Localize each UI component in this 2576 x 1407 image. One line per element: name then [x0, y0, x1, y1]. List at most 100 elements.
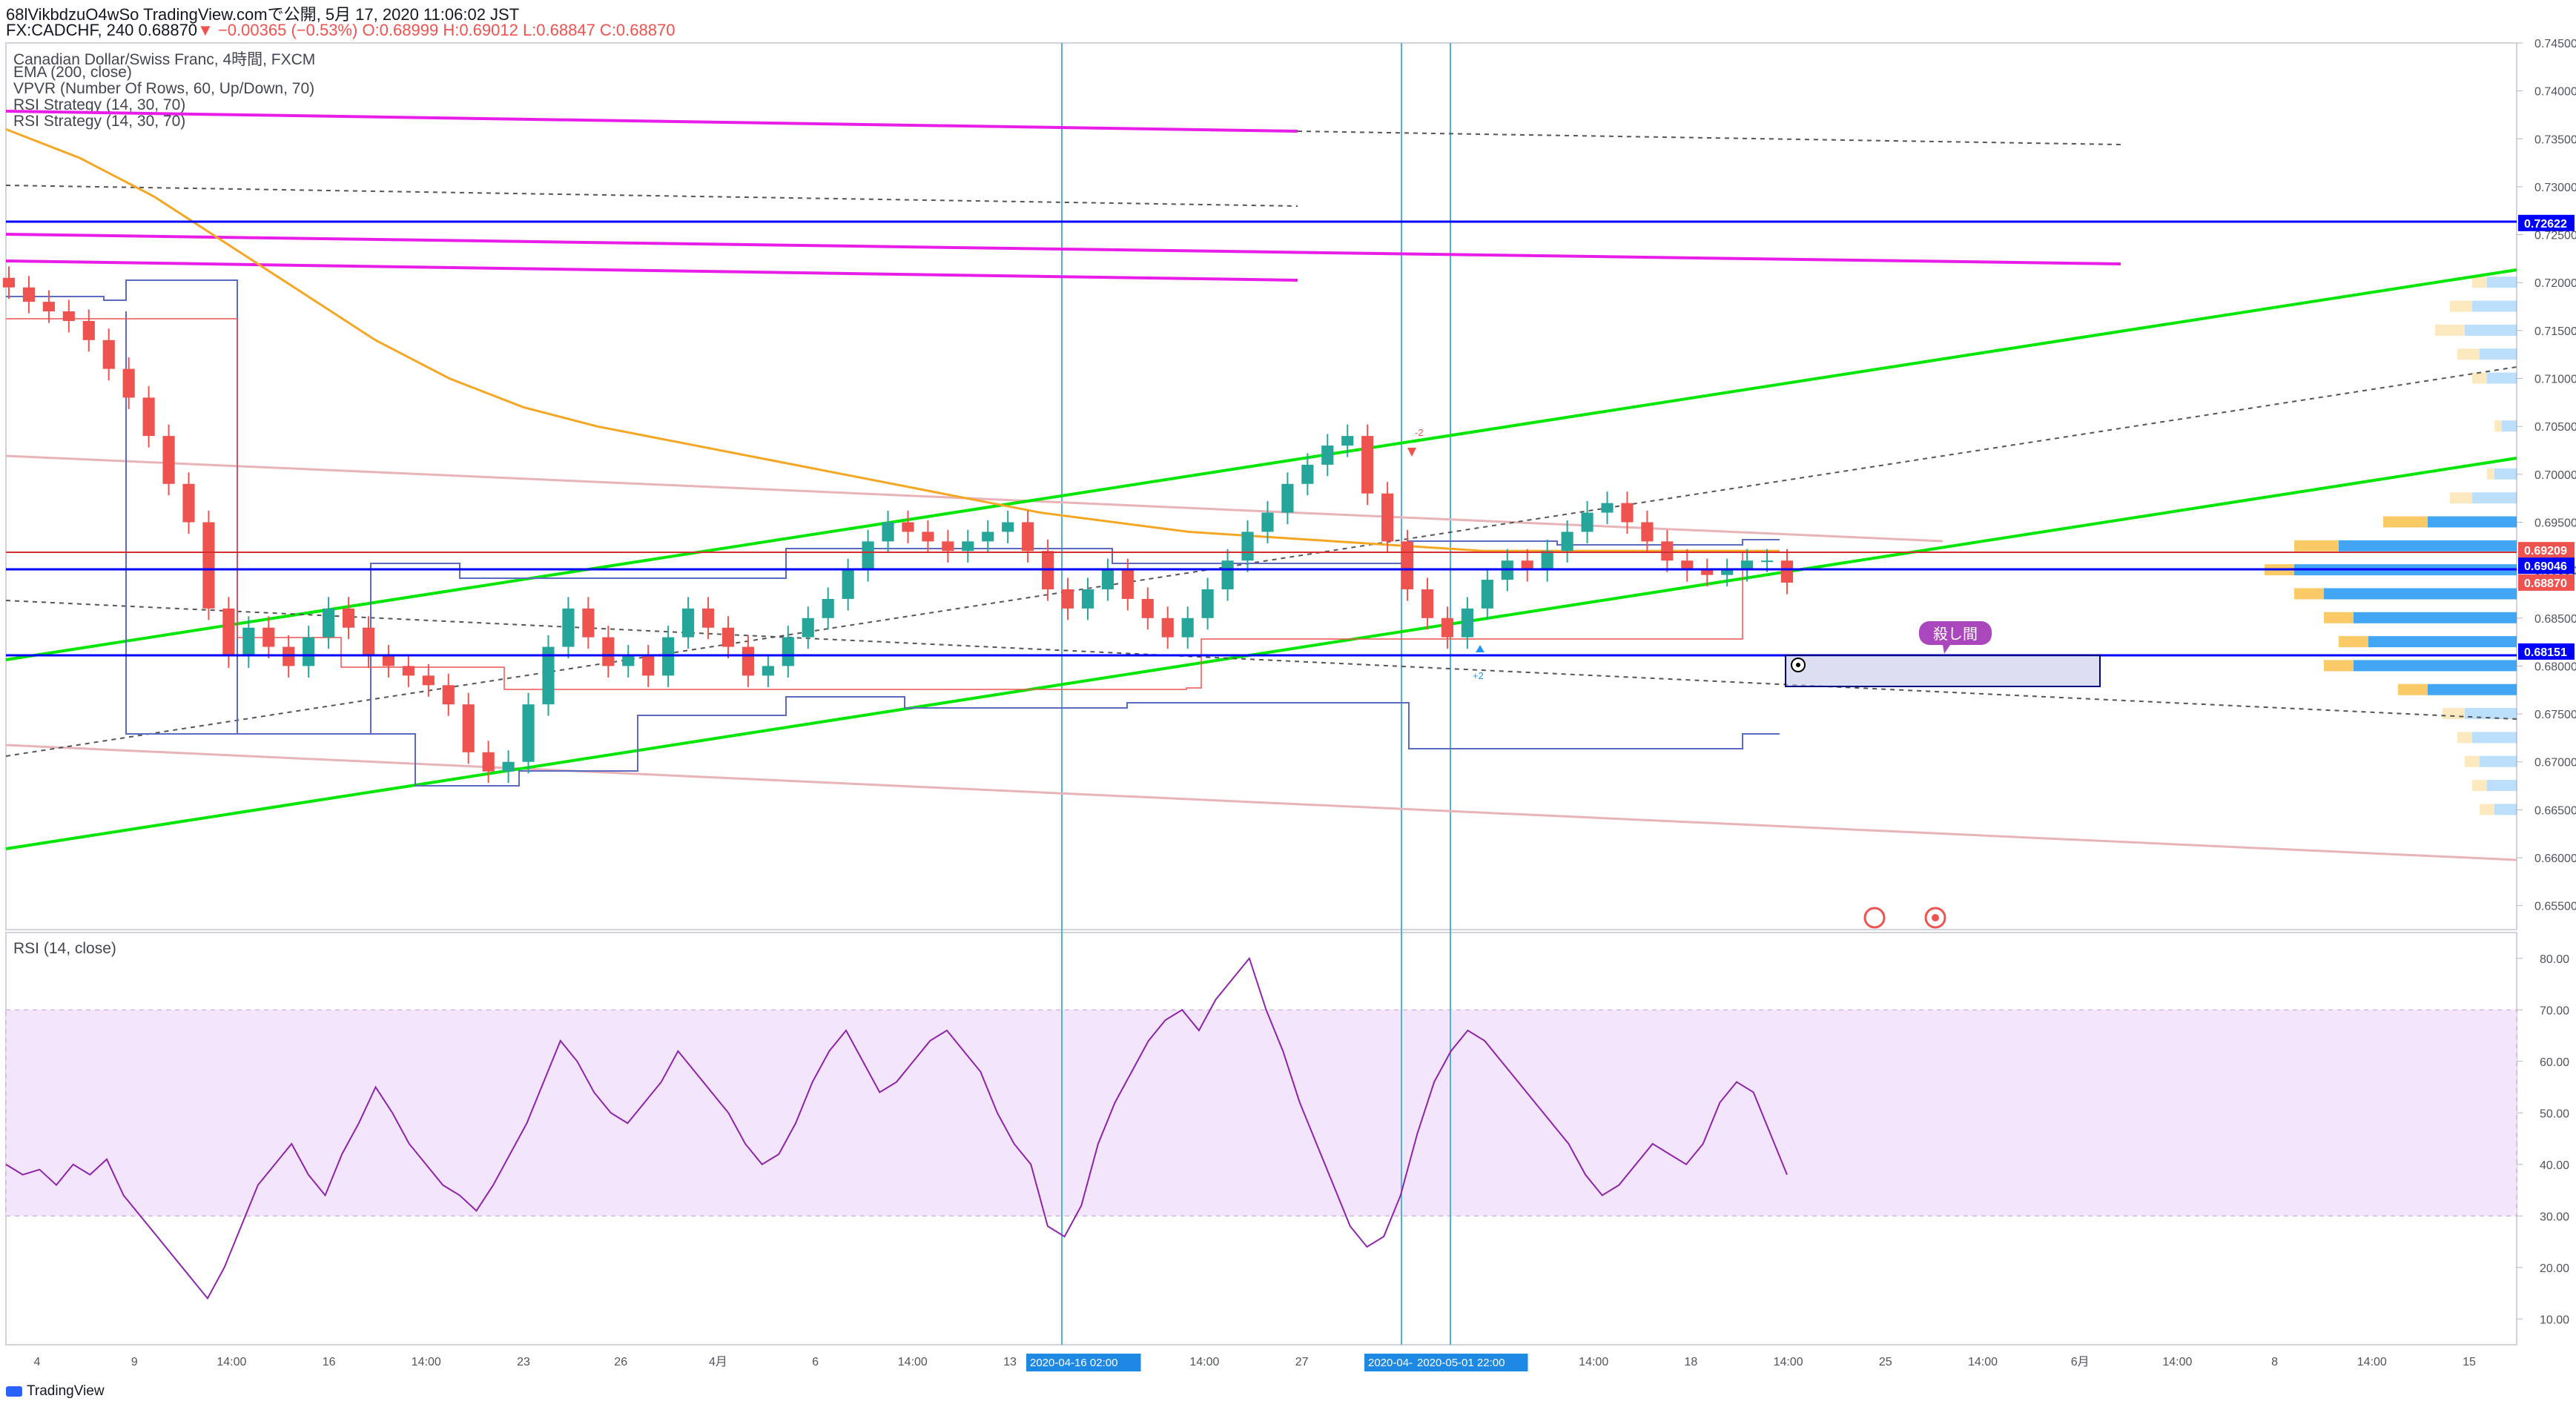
- candle-body: [323, 608, 335, 638]
- rsi-tick-label: 20.00: [2540, 1262, 2569, 1275]
- time-tick-label: 6月: [2071, 1356, 2090, 1368]
- price-label-box: [2518, 557, 2575, 575]
- price-label-box: [2518, 574, 2575, 591]
- volume-profile: [2265, 277, 2517, 815]
- candle-body: [22, 287, 36, 302]
- candle-body: [1481, 580, 1493, 609]
- candle-body: [242, 627, 255, 657]
- price-label-text: 0.68870: [2524, 577, 2567, 590]
- candle-body: [1321, 446, 1334, 465]
- signal-top-label: -2: [1415, 427, 1424, 438]
- time-tick-label: 8: [2271, 1356, 2278, 1368]
- candle-body: [283, 646, 295, 666]
- candle-body: [1521, 560, 1533, 571]
- candle-body: [202, 522, 215, 609]
- candle-body: [1341, 436, 1354, 446]
- volume-bar-down: [2294, 588, 2324, 600]
- volume-bar-up: [2480, 348, 2517, 360]
- candle-body: [342, 608, 355, 628]
- candle-body: [303, 637, 315, 666]
- footer[interactable]: TradingView: [6, 1383, 105, 1400]
- volume-bar-down: [2480, 804, 2494, 815]
- volume-bar-up: [2480, 755, 2517, 767]
- candle-body: [902, 522, 914, 532]
- candle-body: [1401, 541, 1414, 589]
- tradingview-logo-icon: [6, 1386, 22, 1397]
- volume-bar-up: [2368, 636, 2517, 648]
- green-channel-lower: [5, 457, 2517, 850]
- candle-body: [842, 570, 854, 599]
- candle-body: [701, 608, 715, 628]
- legend-title[interactable]: Canadian Dollar/Swiss Franc, 4時間, FXCM: [13, 51, 316, 68]
- time-highlight-label: 2020-05-01 22:00: [1417, 1357, 1505, 1369]
- candle-body: [462, 704, 475, 752]
- volume-bar-up: [2465, 324, 2517, 336]
- time-tick-label: 4月: [709, 1356, 727, 1368]
- volume-bar-down: [2450, 492, 2472, 504]
- price-axis[interactable]: 0.74500 0.74000 0.73500 0.73000 0.72500 0.720…: [2517, 38, 2576, 913]
- rsi-tick-label: 80.00: [2540, 953, 2569, 966]
- time-highlight-box: [1364, 1354, 1422, 1371]
- event-icon-1[interactable]: [1863, 907, 1886, 929]
- callout-bubble[interactable]: [1919, 621, 1992, 645]
- rsi-tick-label: 40.00: [2540, 1159, 2569, 1172]
- candle-body: [502, 761, 515, 772]
- candle-body: [1541, 551, 1553, 571]
- legend-ema[interactable]: EMA (200, close): [13, 64, 132, 81]
- magenta-line-1-ext: [1297, 130, 2121, 145]
- candle-body: [1002, 522, 1014, 532]
- symbol-label[interactable]: FX:CADCHF, 240: [6, 21, 134, 39]
- volume-bar-down: [2494, 420, 2502, 432]
- legend-rsi-strategy-1[interactable]: RSI Strategy (14, 30, 70): [13, 96, 186, 113]
- candle-body: [442, 685, 455, 705]
- rsi-tick-label: 60.00: [2540, 1056, 2569, 1069]
- candle-body: [602, 637, 615, 666]
- rsi-tick-label: 10.00: [2540, 1314, 2569, 1326]
- candle-body: [762, 666, 774, 676]
- candle-body: [562, 608, 575, 647]
- time-axis[interactable]: 4914:001614:0023264月614:00132014:0027611…: [34, 1356, 2476, 1368]
- price-label-box: [2518, 542, 2575, 559]
- volume-bar-up: [2487, 277, 2517, 288]
- legend-rsi-strategy-2[interactable]: RSI Strategy (14, 30, 70): [13, 113, 186, 130]
- price-label-text: 0.69209: [2524, 545, 2567, 557]
- rsi-axis[interactable]: 80.00 70.00 60.00 50.00 40.00 30.00 20.00 10.00: [2517, 953, 2569, 1327]
- legend-vpvr[interactable]: VPVR (Number Of Rows, 60, Up/Down, 70): [13, 80, 315, 97]
- rsi-tick-label: 30.00: [2540, 1211, 2569, 1223]
- candle-body: [1221, 560, 1234, 589]
- candle-body: [862, 541, 874, 571]
- candle-body: [422, 675, 435, 686]
- time-tick-label: 14:00: [1189, 1356, 1219, 1368]
- time-tick-label: 14:00: [1774, 1356, 1803, 1368]
- publish-info: 68lVikbdzuO4wSo TradingView.comで公開, 5月 1…: [6, 5, 520, 24]
- volume-bar-down: [2487, 468, 2494, 480]
- candle-body: [102, 340, 115, 369]
- candle-body: [142, 397, 155, 437]
- volume-bar-up: [2487, 372, 2517, 384]
- price-label-text: 0.72622: [2524, 218, 2567, 231]
- candle-body: [1261, 512, 1274, 532]
- candle-body: [362, 627, 375, 657]
- kill-zone-box[interactable]: [1785, 655, 2101, 687]
- volume-bar-down: [2324, 660, 2354, 672]
- candle-body: [42, 302, 55, 312]
- callout-text: 殺し間: [1933, 626, 1978, 643]
- candle-body: [1641, 522, 1654, 542]
- candle-body: [262, 627, 275, 647]
- legend-rsi-pane[interactable]: RSI (14, close): [13, 940, 116, 957]
- pink-channel-top: [5, 454, 1943, 543]
- price-label-text: 0.68151: [2524, 646, 2567, 659]
- candle-body: [1681, 560, 1694, 571]
- volume-bar-up: [2472, 492, 2517, 504]
- candle-body: [482, 752, 495, 772]
- candle-body: [682, 608, 695, 638]
- time-highlight-label: 2020-04-: [1368, 1357, 1413, 1369]
- rsi-tick-label: 50.00: [2540, 1108, 2569, 1120]
- volume-bar-down: [2294, 540, 2339, 552]
- price-tick-label: 0.69500: [2534, 517, 2576, 529]
- candle-body: [1121, 570, 1134, 599]
- candle-body: [742, 646, 755, 676]
- price-tick-label: 0.66000: [2534, 853, 2576, 865]
- candle-body: [1281, 483, 1294, 513]
